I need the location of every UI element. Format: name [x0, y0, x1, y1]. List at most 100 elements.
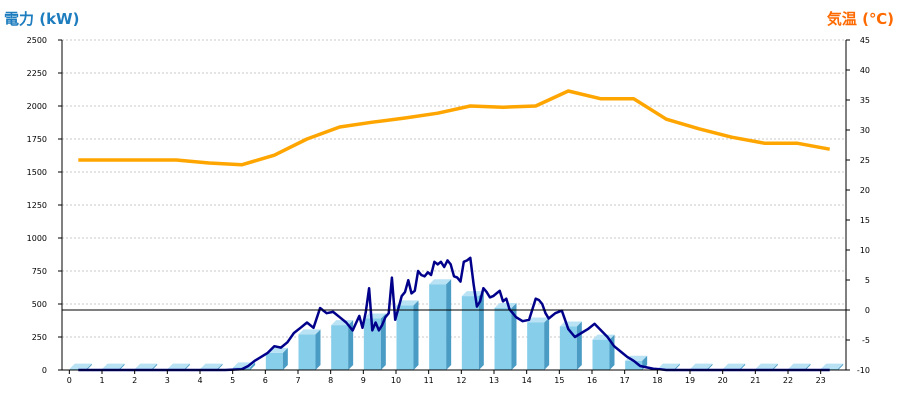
left-tick-label: 2250	[27, 69, 47, 78]
x-tick-label: 6	[263, 376, 268, 385]
right-tick-label: 10	[860, 246, 870, 255]
left-tick-label: 1500	[27, 168, 47, 177]
bar-front	[592, 339, 610, 370]
x-tick-label: 1	[99, 376, 104, 385]
right-tick-label: 45	[860, 36, 870, 45]
bar-front	[429, 284, 447, 370]
bar-top	[788, 363, 811, 369]
left-tick-label: 1000	[27, 234, 47, 243]
right-tick-label: 40	[860, 66, 870, 75]
bar-side	[478, 291, 484, 370]
left-tick-label: 0	[42, 366, 47, 375]
right-tick-label: 20	[860, 186, 870, 195]
right-tick-label: 5	[865, 276, 870, 285]
bar-side	[315, 329, 321, 370]
left-tick-label: 1250	[27, 201, 47, 210]
axes	[58, 39, 850, 374]
bar-top	[102, 363, 125, 369]
bar-side	[740, 363, 746, 370]
x-tick-label: 12	[456, 376, 466, 385]
x-tick-label: 20	[718, 376, 728, 385]
bar-side	[217, 363, 223, 370]
x-tick-label: 23	[816, 376, 826, 385]
x-tick-label: 2	[132, 376, 137, 385]
x-tick-label: 19	[685, 376, 695, 385]
bar-top	[167, 363, 190, 369]
bar-side	[86, 363, 92, 370]
x-tick-label: 9	[361, 376, 366, 385]
bar-side	[348, 320, 354, 370]
bar-top	[755, 363, 778, 369]
right-tick-label: 30	[860, 126, 870, 135]
left-tick-label: 2500	[27, 36, 47, 45]
bar-16	[592, 334, 615, 370]
bar-side	[838, 363, 844, 370]
bar-side	[380, 313, 386, 370]
bar-14	[527, 317, 550, 370]
bar-8	[331, 320, 354, 370]
line-series	[78, 89, 831, 372]
x-tick-label: 21	[750, 376, 760, 385]
right-tick-label: 35	[860, 96, 870, 105]
x-tick-label: 10	[391, 376, 401, 385]
x-tick-label: 13	[489, 376, 499, 385]
right-tick-label: 0	[865, 306, 870, 315]
x-tick-label: 5	[230, 376, 235, 385]
bar-top	[429, 279, 452, 285]
x-tick-label: 0	[67, 376, 72, 385]
bar-side	[674, 363, 680, 370]
bar-15	[559, 321, 582, 370]
bar-top	[135, 363, 158, 369]
bar-side	[152, 363, 158, 370]
x-tick-label: 18	[652, 376, 662, 385]
bar-front	[265, 352, 283, 370]
bar-top	[690, 363, 713, 369]
bar-top	[657, 363, 680, 369]
bar-front	[625, 360, 643, 370]
left-tick-label: 1750	[27, 135, 47, 144]
bar-side	[544, 317, 550, 370]
bar-12	[461, 291, 484, 370]
x-tick-label: 3	[165, 376, 170, 385]
right-tick-label: -5	[862, 336, 870, 345]
left-tick-label: 250	[32, 333, 47, 342]
bar-side	[119, 363, 125, 370]
bar-top	[723, 363, 746, 369]
x-tick-label: 14	[522, 376, 532, 385]
bar-front	[559, 326, 577, 370]
bar-9	[363, 313, 386, 370]
right-tick-label: -10	[857, 366, 870, 375]
left-tick-label: 2000	[27, 102, 47, 111]
bar-top	[200, 363, 223, 369]
x-tick-label: 22	[783, 376, 793, 385]
x-tick-label: 17	[620, 376, 630, 385]
bar-top	[298, 329, 321, 335]
bar-side	[250, 362, 256, 370]
bar-top	[461, 291, 484, 297]
bar-top	[396, 300, 419, 306]
bar-side	[184, 363, 190, 370]
x-tick-label: 4	[197, 376, 202, 385]
bar-side	[282, 347, 288, 370]
left-axis-label: 電力 (kW)	[4, 10, 79, 28]
temperature-line	[78, 89, 831, 167]
bar-side	[446, 279, 452, 370]
x-tick-label: 7	[295, 376, 300, 385]
x-tick-label: 8	[328, 376, 333, 385]
bar-11	[429, 279, 452, 370]
left-tick-label: 750	[32, 267, 47, 276]
right-tick-label: 15	[860, 216, 870, 225]
bar-top	[363, 313, 386, 319]
x-tick-label: 15	[554, 376, 564, 385]
bar-top	[69, 363, 92, 369]
tick-labels: 0 250 5 0 0 750 1000 1250 1500 1750 2000 2250 2500 -1…	[27, 36, 870, 385]
bar-front	[396, 305, 414, 370]
bar-side	[511, 302, 517, 370]
right-tick-label: 25	[860, 156, 870, 165]
bar-side	[805, 363, 811, 370]
bar-side	[707, 363, 713, 370]
x-tick-label: 11	[424, 376, 434, 385]
power-line	[78, 256, 830, 372]
bar-front	[298, 334, 316, 370]
